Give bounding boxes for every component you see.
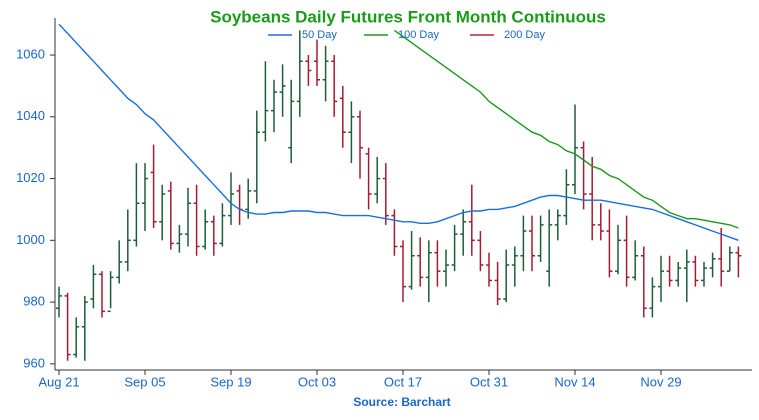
source: Source: Barchart <box>353 395 450 409</box>
legend-label: 100 Day <box>398 29 439 41</box>
x-tick-label: Oct 03 <box>298 374 336 389</box>
y-tick-label: 1040 <box>16 108 45 123</box>
plot-area <box>56 23 742 361</box>
ma-line <box>58 23 739 241</box>
y-tick-label: 960 <box>23 355 45 370</box>
x-tick-label: Aug 21 <box>38 374 79 389</box>
x-tick-label: Oct 17 <box>384 374 422 389</box>
ma-line <box>393 29 739 229</box>
legend-label: 200 Day <box>504 29 545 41</box>
legend-label: 50 Day <box>302 29 337 41</box>
y-tick-label: 1000 <box>16 232 45 247</box>
y-tick-label: 1020 <box>16 170 45 185</box>
y-tick-label: 980 <box>23 294 45 309</box>
x-tick-label: Sep 05 <box>124 374 165 389</box>
x-tick-label: Nov 14 <box>554 374 595 389</box>
x-tick-label: Oct 31 <box>470 374 508 389</box>
y-tick-label: 1060 <box>16 46 45 61</box>
chart-title: Soybeans Daily Futures Front Month Conti… <box>210 7 606 26</box>
x-tick-label: Sep 19 <box>210 374 251 389</box>
x-tick-label: Nov 29 <box>640 374 681 389</box>
